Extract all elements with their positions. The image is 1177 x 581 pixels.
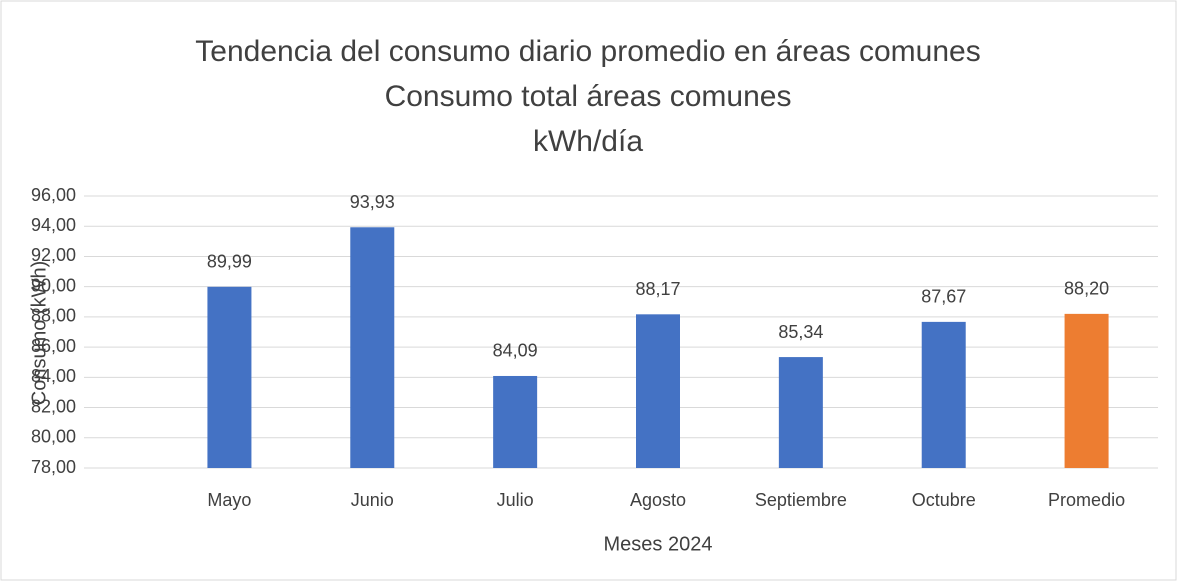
y-tick-label: 78,00 — [31, 457, 76, 477]
x-tick-label: Agosto — [630, 490, 686, 510]
y-tick-label: 96,00 — [31, 185, 76, 205]
x-tick-label: Junio — [351, 490, 394, 510]
x-tick-label: Promedio — [1048, 490, 1125, 510]
value-label: 93,93 — [350, 192, 395, 212]
y-tick-label: 84,00 — [31, 366, 76, 386]
y-tick-label: 90,00 — [31, 275, 76, 295]
value-label: 89,99 — [207, 252, 252, 272]
x-tick-label: Octubre — [912, 490, 976, 510]
bar — [778, 357, 823, 468]
x-tick-label: Julio — [497, 490, 534, 510]
chart-title: Tendencia del consumo diario promedio en… — [195, 35, 980, 68]
y-tick-label: 88,00 — [31, 306, 76, 326]
y-tick-label: 82,00 — [31, 396, 76, 416]
value-label: 84,09 — [493, 341, 538, 361]
chart-subtitle: Consumo total áreas comunes — [385, 80, 792, 113]
chart-unit: kWh/día — [533, 125, 643, 158]
value-label: 88,17 — [635, 279, 680, 299]
y-axis-label: Consumo (kWh) — [28, 261, 50, 405]
value-label: 85,34 — [778, 322, 823, 342]
bar — [1064, 313, 1109, 468]
y-tick-label: 92,00 — [31, 245, 76, 265]
bar — [636, 314, 680, 468]
x-axis-label: Meses 2024 — [604, 533, 713, 555]
value-label: 88,20 — [1064, 279, 1109, 299]
bar — [350, 227, 395, 468]
y-tick-label: 86,00 — [31, 336, 76, 356]
bar — [921, 321, 966, 468]
y-tick-label: 94,00 — [31, 215, 76, 235]
x-tick-label: Mayo — [207, 490, 251, 510]
y-tick-label: 80,00 — [31, 427, 76, 447]
bar — [207, 286, 252, 468]
bar — [493, 375, 538, 468]
value-label: 87,67 — [921, 287, 966, 307]
x-tick-label: Septiembre — [755, 490, 847, 510]
